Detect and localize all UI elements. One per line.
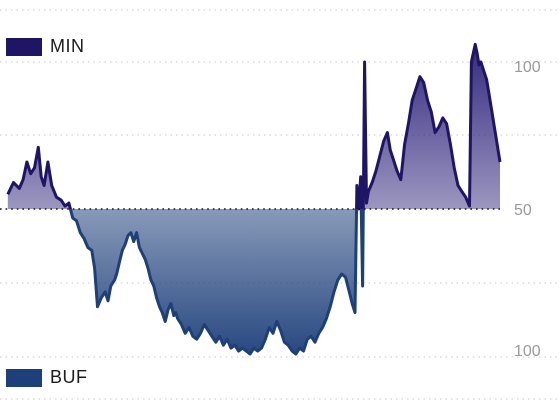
y-tick-label-2: 100 — [514, 343, 541, 360]
line-min — [6, 42, 502, 209]
legend-item-min: MIN — [6, 36, 85, 57]
area-buf — [7, 209, 500, 354]
line-buf — [68, 209, 365, 356]
legend-swatch-buf — [6, 368, 42, 387]
legend-swatch-min — [6, 37, 42, 56]
legend-item-buf: BUF — [6, 367, 88, 388]
legend-label-min: MIN — [50, 36, 85, 56]
legend-label-buf: BUF — [50, 367, 88, 387]
y-tick-label-1: 50 — [514, 202, 532, 219]
y-tick-label-0: 100 — [514, 59, 541, 76]
